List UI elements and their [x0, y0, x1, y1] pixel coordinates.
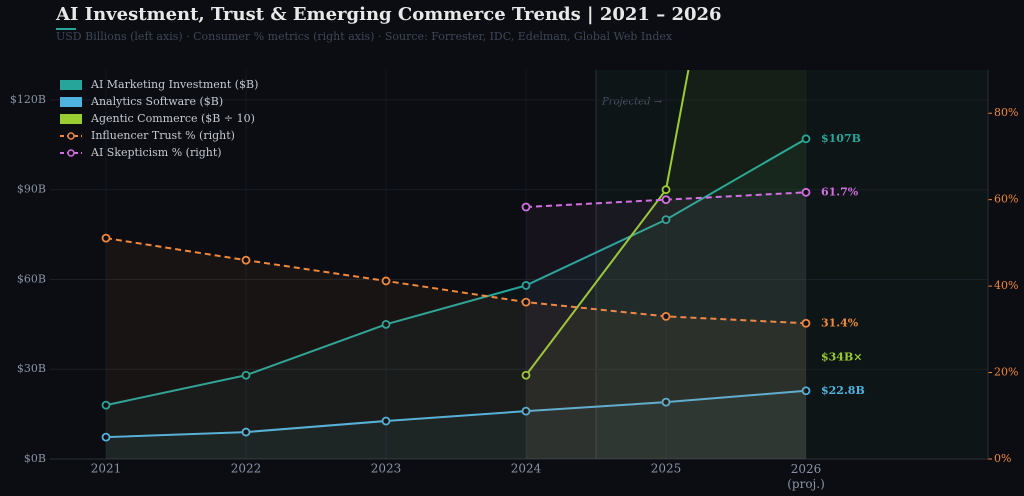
x-tick-label: 2021 [91, 462, 122, 476]
series-area [106, 238, 806, 459]
y-tick-label: $120B [10, 93, 46, 106]
x-tick-label: 2022 [231, 462, 262, 476]
y2-tick-label: 20% [994, 366, 1018, 379]
value-label: $107B [821, 132, 861, 145]
x-tick-label: 2024 [511, 462, 542, 476]
data-point [661, 195, 671, 205]
value-label: 31.4% [821, 316, 859, 329]
x-tick-label: 2025 [651, 462, 682, 476]
plot-area [101, 70, 811, 459]
data-point [241, 427, 251, 437]
value-label: $22.8B [821, 384, 865, 397]
data-point [101, 400, 111, 410]
chart-title: AI Investment, Trust & Emerging Commerce… [55, 4, 722, 25]
series-line [105, 389, 807, 439]
legend-swatch [67, 132, 75, 140]
y-tick-label: $30B [17, 362, 46, 375]
title-accent [56, 28, 76, 30]
data-point [521, 202, 531, 212]
legend-swatch [60, 97, 82, 107]
data-point [661, 311, 671, 321]
x-tick-label: 2023 [371, 462, 402, 476]
series-area [526, 70, 806, 459]
legend-label: AI Skepticism % (right) [90, 146, 222, 159]
data-point [801, 318, 811, 328]
data-point [101, 233, 111, 243]
legend-swatch [60, 80, 82, 90]
data-point [801, 187, 811, 197]
data-point [381, 319, 391, 329]
series-line [105, 237, 807, 325]
legend-label: Analytics Software ($B) [90, 95, 223, 108]
projected-label: Projected → [601, 97, 663, 108]
y2-tick-label: 0% [994, 452, 1011, 465]
legend-swatch [60, 114, 82, 124]
series-line [105, 137, 807, 407]
value-label: 61.7% [821, 185, 859, 198]
value-label: $34B× [821, 350, 862, 363]
data-point [521, 281, 531, 290]
data-point [521, 297, 531, 307]
data-point [661, 215, 671, 225]
data-point [661, 185, 671, 195]
y-tick-label: $0B [24, 452, 46, 465]
data-point [661, 397, 671, 407]
y2-tick-label: 40% [994, 279, 1018, 292]
data-point [241, 255, 251, 265]
data-point [381, 276, 391, 286]
data-point [381, 416, 391, 426]
series-area [526, 192, 806, 459]
data-point [521, 370, 531, 380]
legend-label: Agentic Commerce ($B ÷ 10) [90, 112, 255, 125]
legend-swatch [67, 149, 75, 157]
y-tick-label: $90B [17, 183, 46, 196]
data-point [801, 386, 811, 396]
projected-region [596, 70, 988, 459]
series-area [106, 390, 806, 459]
y2-tick-label: 60% [994, 193, 1018, 206]
legend-label: Influencer Trust % (right) [91, 129, 235, 142]
series-area [106, 138, 806, 459]
legend-label: AI Marketing Investment ($B) [90, 78, 258, 91]
y-tick-label: $60B [17, 272, 46, 285]
chart-subtitle: USD Billions (left axis) · Consumer % me… [56, 30, 673, 43]
data-point [521, 406, 531, 416]
data-point [101, 432, 111, 442]
data-point [801, 134, 811, 144]
x-tick-label: 2026 (proj.) [787, 462, 825, 491]
data-point [241, 370, 251, 380]
y2-tick-label: 80% [994, 106, 1018, 119]
